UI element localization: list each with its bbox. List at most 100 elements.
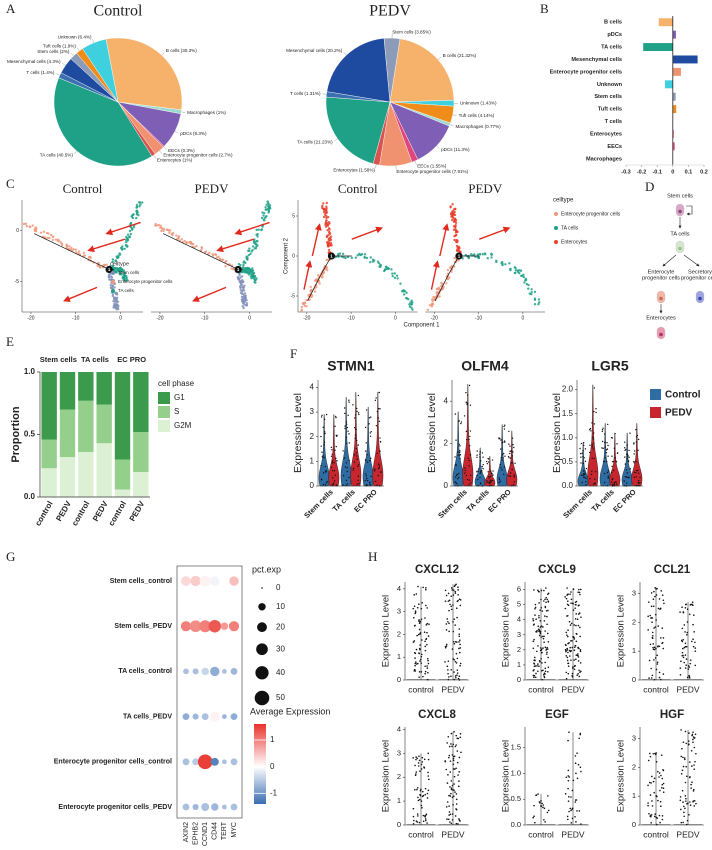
cell-dot <box>199 249 203 252</box>
jitter-dot <box>508 457 510 459</box>
jitter-dot <box>538 634 541 637</box>
jitter-dot <box>454 592 457 594</box>
cell-dot <box>500 260 504 264</box>
jitter-dot <box>448 745 451 748</box>
jitter-dot <box>500 448 502 450</box>
jitter-dot <box>346 467 348 469</box>
cell-dot <box>195 244 198 248</box>
size-legend-title: pct.exp <box>252 564 281 574</box>
size-legend-dot <box>257 622 267 633</box>
jitter-dot <box>423 767 426 769</box>
jitter-dot <box>322 483 325 486</box>
cell-dot <box>135 213 139 216</box>
jitter-dot <box>612 477 614 480</box>
column-label: EPHB2 <box>192 822 199 845</box>
y-tick-label: 3 <box>632 589 636 598</box>
cell-dot <box>171 231 175 235</box>
jitter-dot <box>355 439 358 442</box>
jitter-dot <box>602 447 604 450</box>
jitter-dot <box>346 483 349 485</box>
y-tick-label: 0.5 <box>24 430 36 439</box>
jitter-dot <box>648 812 650 815</box>
jitter-dot <box>419 789 422 792</box>
node-label: Secretory <box>688 269 712 275</box>
jitter-dot <box>455 583 457 586</box>
jitter-dot <box>413 640 416 642</box>
jitter-dot <box>652 634 654 637</box>
jitter-dot <box>567 604 570 607</box>
jitter-dot <box>446 818 448 820</box>
jitter-dot <box>486 480 488 482</box>
cell-dot <box>354 256 358 259</box>
cell-dot <box>453 257 456 260</box>
jitter-dot <box>655 795 658 797</box>
y-tick-label: 0 <box>310 481 315 490</box>
direction-arrow <box>439 223 450 257</box>
cell-dot <box>262 214 265 217</box>
jitter-dot <box>424 617 426 619</box>
jitter-dot <box>539 626 542 628</box>
cell-dot <box>168 231 171 234</box>
jitter-dot <box>591 470 593 472</box>
jitter-dot <box>583 470 585 472</box>
jitter-dot <box>658 671 661 674</box>
jitter-dot <box>686 803 688 805</box>
jitter-dot <box>424 640 426 643</box>
jitter-dot <box>546 615 548 618</box>
chart-title: OLFM4 <box>461 358 509 374</box>
cell-dot <box>240 298 244 301</box>
jitter-dot <box>342 484 344 486</box>
legend-swatch <box>111 289 115 293</box>
panel-letter: E <box>6 334 14 349</box>
facet-title: PEDV <box>468 181 503 196</box>
jitter-dot <box>580 770 582 773</box>
jitter-dot <box>682 611 685 614</box>
jitter-dot <box>578 612 581 614</box>
jitter-dot <box>547 795 549 797</box>
jitter-dot <box>465 401 467 403</box>
jitter-dot <box>532 674 535 677</box>
jitter-dot <box>612 469 615 472</box>
direction-arrow <box>479 226 511 240</box>
cell-dot <box>327 241 330 244</box>
jitter-dot <box>416 786 419 789</box>
y-tick-label: 0 <box>517 675 521 684</box>
jitter-dot <box>457 599 459 602</box>
jitter-dot <box>590 473 593 476</box>
jitter-dot <box>566 635 569 638</box>
jitter-dot <box>637 449 639 452</box>
cell-dot <box>435 287 439 291</box>
jitter-dot <box>427 771 429 774</box>
bar-segment <box>78 400 94 452</box>
jitter-dot <box>446 742 448 744</box>
cell-dot <box>264 206 267 209</box>
jitter-dot <box>615 461 618 463</box>
jitter-dot <box>452 759 455 762</box>
jitter-dot <box>445 645 448 647</box>
cell-dot <box>377 261 381 265</box>
jitter-dot <box>417 762 420 764</box>
jitter-dot <box>584 448 587 450</box>
jitter-dot <box>583 457 585 459</box>
jitter-dot <box>458 598 461 600</box>
cell-dot <box>237 262 241 266</box>
leader-line <box>92 38 95 43</box>
cell-dot <box>454 228 458 232</box>
jitter-dot <box>418 821 421 824</box>
jitter-dot <box>688 613 691 616</box>
jitter-dot <box>420 662 422 664</box>
jitter-dot <box>543 676 546 679</box>
jitter-dot <box>357 464 360 466</box>
legend-swatch <box>650 407 661 418</box>
jitter-dot <box>374 468 376 471</box>
jitter-dot <box>421 639 423 641</box>
jitter-dot <box>624 456 626 458</box>
cell-dot <box>245 303 249 307</box>
jitter-dot <box>322 426 324 429</box>
cell-dot <box>522 276 526 279</box>
leader-line <box>437 56 442 60</box>
cell-dot <box>169 229 172 232</box>
jitter-dot <box>655 816 658 819</box>
leader-line <box>70 52 74 57</box>
jitter-dot <box>615 483 618 485</box>
